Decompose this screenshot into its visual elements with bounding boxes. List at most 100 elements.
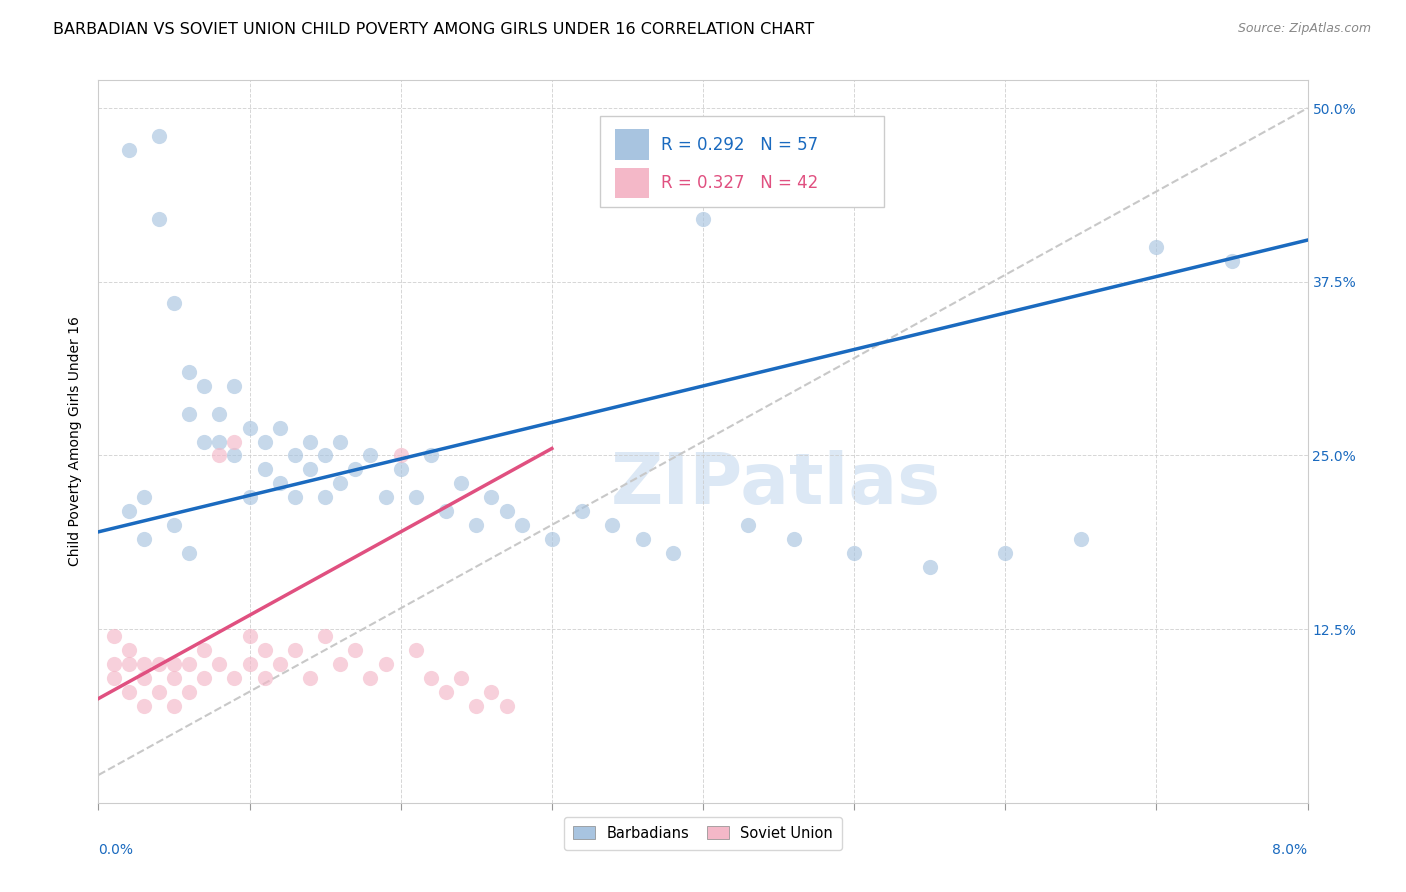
Point bbox=[1146, 240, 1168, 254]
Point bbox=[692, 212, 714, 227]
Bar bbox=[614, 168, 648, 198]
Point bbox=[495, 504, 517, 518]
Point bbox=[661, 546, 683, 560]
Point bbox=[163, 517, 186, 532]
Point bbox=[163, 657, 186, 671]
Point bbox=[163, 295, 186, 310]
Text: 0.0%: 0.0% bbox=[98, 843, 134, 856]
Point bbox=[389, 449, 412, 463]
Point bbox=[631, 532, 654, 546]
Point bbox=[118, 657, 141, 671]
Text: BARBADIAN VS SOVIET UNION CHILD POVERTY AMONG GIRLS UNDER 16 CORRELATION CHART: BARBADIAN VS SOVIET UNION CHILD POVERTY … bbox=[53, 22, 814, 37]
Point bbox=[179, 684, 201, 698]
Point bbox=[132, 490, 155, 504]
Point bbox=[208, 434, 231, 449]
Point bbox=[193, 434, 215, 449]
Point bbox=[208, 449, 231, 463]
Point bbox=[314, 629, 336, 643]
Legend: Barbadians, Soviet Union: Barbadians, Soviet Union bbox=[564, 817, 842, 850]
Point bbox=[510, 517, 533, 532]
Point bbox=[602, 517, 624, 532]
Point bbox=[329, 657, 352, 671]
Point bbox=[374, 657, 396, 671]
Point bbox=[193, 643, 215, 657]
Point bbox=[179, 365, 201, 379]
Point bbox=[465, 698, 488, 713]
Point bbox=[118, 684, 141, 698]
Point bbox=[481, 684, 503, 698]
Point bbox=[179, 546, 201, 560]
Point bbox=[239, 629, 262, 643]
Text: Source: ZipAtlas.com: Source: ZipAtlas.com bbox=[1237, 22, 1371, 36]
Text: R = 0.292   N = 57: R = 0.292 N = 57 bbox=[661, 136, 818, 153]
Point bbox=[224, 379, 246, 393]
Point bbox=[239, 490, 262, 504]
Point bbox=[434, 684, 457, 698]
Point bbox=[540, 532, 562, 546]
Point bbox=[420, 449, 443, 463]
Point bbox=[344, 462, 367, 476]
Point bbox=[329, 476, 352, 491]
Point bbox=[148, 684, 170, 698]
Point bbox=[481, 490, 503, 504]
Point bbox=[450, 476, 472, 491]
Point bbox=[253, 462, 276, 476]
Point bbox=[284, 643, 307, 657]
Y-axis label: Child Poverty Among Girls Under 16: Child Poverty Among Girls Under 16 bbox=[69, 317, 83, 566]
Point bbox=[465, 517, 488, 532]
Point bbox=[148, 212, 170, 227]
Point bbox=[193, 671, 215, 685]
Point bbox=[179, 657, 201, 671]
Bar bbox=[614, 129, 648, 160]
Point bbox=[148, 128, 170, 143]
Point bbox=[132, 532, 155, 546]
Point bbox=[269, 476, 291, 491]
Point bbox=[783, 532, 806, 546]
Text: ZIPatlas: ZIPatlas bbox=[610, 450, 941, 519]
Point bbox=[360, 449, 382, 463]
Point bbox=[299, 462, 322, 476]
Text: 8.0%: 8.0% bbox=[1272, 843, 1308, 856]
Point bbox=[163, 671, 186, 685]
Point bbox=[329, 434, 352, 449]
Point bbox=[118, 143, 141, 157]
Point bbox=[103, 671, 125, 685]
Point bbox=[253, 671, 276, 685]
Point bbox=[360, 671, 382, 685]
Point bbox=[208, 407, 231, 421]
Point bbox=[224, 449, 246, 463]
Point bbox=[103, 629, 125, 643]
Point bbox=[269, 657, 291, 671]
Point bbox=[374, 490, 396, 504]
Point bbox=[405, 643, 427, 657]
Point bbox=[405, 490, 427, 504]
Point bbox=[284, 490, 307, 504]
Point bbox=[389, 462, 412, 476]
Point bbox=[737, 517, 759, 532]
Point bbox=[1070, 532, 1092, 546]
Point bbox=[239, 420, 262, 434]
Point bbox=[224, 434, 246, 449]
Point bbox=[132, 671, 155, 685]
Point bbox=[193, 379, 215, 393]
Point bbox=[495, 698, 517, 713]
Point bbox=[179, 407, 201, 421]
Point bbox=[314, 449, 336, 463]
Point bbox=[224, 671, 246, 685]
Point bbox=[344, 643, 367, 657]
Point bbox=[239, 657, 262, 671]
Point bbox=[420, 671, 443, 685]
Text: R = 0.327   N = 42: R = 0.327 N = 42 bbox=[661, 174, 818, 192]
Point bbox=[284, 449, 307, 463]
Point bbox=[450, 671, 472, 685]
Point bbox=[103, 657, 125, 671]
Point bbox=[253, 643, 276, 657]
Point bbox=[148, 657, 170, 671]
Point bbox=[132, 657, 155, 671]
Point bbox=[844, 546, 866, 560]
Point bbox=[994, 546, 1017, 560]
Point bbox=[299, 434, 322, 449]
Point bbox=[299, 671, 322, 685]
Point bbox=[434, 504, 457, 518]
Point bbox=[269, 420, 291, 434]
